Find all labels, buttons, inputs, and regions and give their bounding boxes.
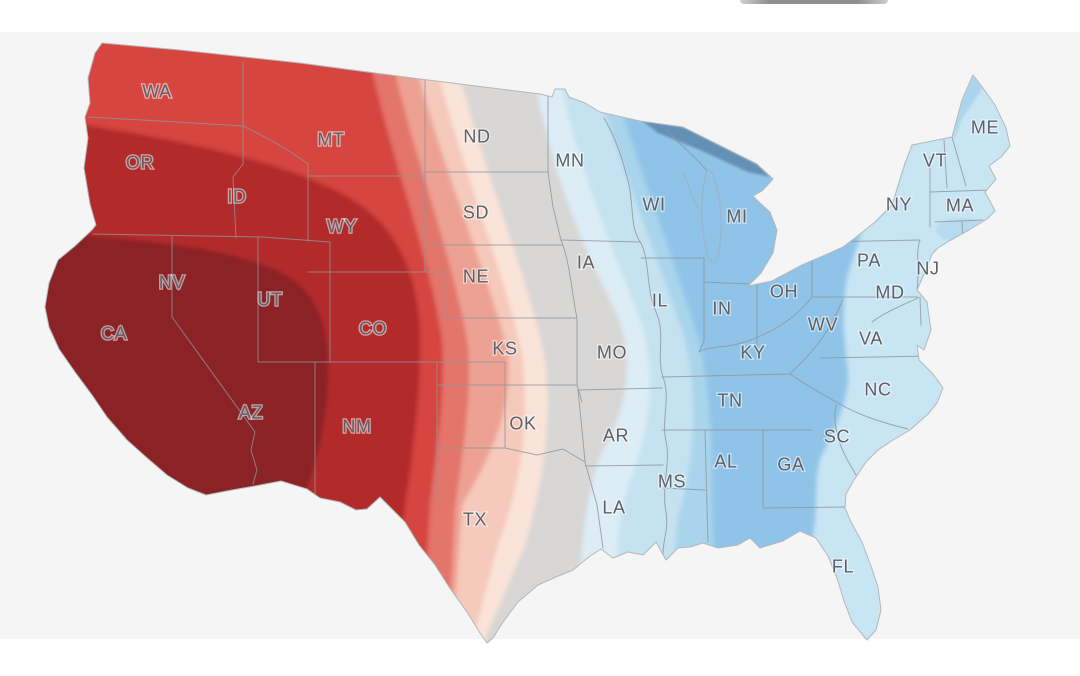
state-label-mo: MO [597, 342, 627, 362]
state-label-vt: VT [923, 150, 947, 170]
state-label-ms: MS [658, 471, 686, 491]
state-label-ky: KY [740, 342, 765, 362]
state-label-wy: WY [327, 216, 357, 236]
state-label-va: VA [859, 328, 883, 348]
state-label-ne: NE [463, 266, 489, 286]
state-label-id: ID [227, 186, 246, 206]
state-label-az: AZ [239, 402, 263, 422]
state-label-pa: PA [857, 250, 881, 270]
state-label-ga: GA [777, 454, 804, 474]
state-label-wa: WA [142, 81, 172, 101]
state-label-ma: MA [946, 195, 974, 215]
state-label-oh: OH [770, 281, 798, 301]
state-label-nd: ND [463, 126, 490, 146]
lake-superior-cold-patch [640, 119, 770, 177]
state-label-mn: MN [555, 150, 584, 170]
state-label-ny: NY [886, 194, 912, 214]
state-label-wi: WI [642, 194, 665, 214]
green-bay-shoreline [682, 171, 700, 211]
state-label-la: LA [602, 497, 625, 517]
state-label-nm: NM [342, 416, 371, 436]
state-label-al: AL [714, 451, 737, 471]
maine-north-sliver [952, 75, 983, 137]
state-label-ia: IA [577, 252, 595, 272]
state-label-fl: FL [832, 556, 854, 576]
state-label-mi: MI [726, 206, 747, 226]
state-label-in: IN [712, 298, 731, 318]
state-label-tx: TX [463, 509, 487, 529]
state-borders [87, 61, 991, 557]
cropped-ui-element-fragment[interactable] [740, 0, 888, 4]
state-label-ut: UT [257, 289, 282, 309]
state-label-sd: SD [463, 202, 489, 222]
state-label-ar: AR [603, 425, 629, 445]
state-label-nc: NC [864, 379, 891, 399]
state-label-me: ME [971, 117, 999, 137]
lake-michigan-shoreline [701, 168, 722, 263]
state-label-ca: CA [101, 323, 127, 343]
state-label-il: IL [652, 290, 668, 310]
state-label-or: OR [126, 152, 154, 172]
state-label-ks: KS [492, 338, 517, 358]
state-label-md: MD [875, 282, 904, 302]
us-coastline-outline [44, 42, 1011, 644]
state-label-tn: TN [717, 390, 742, 410]
state-label-ok: OK [509, 413, 536, 433]
state-label-sc: SC [824, 426, 850, 446]
state-label-nj: NJ [916, 258, 939, 278]
state-label-mt: MT [317, 129, 344, 149]
state-label-wv: WV [808, 314, 838, 334]
state-label-co: CO [359, 318, 387, 338]
gradient-bands [45, 43, 1010, 643]
state-labels: WA OR ID MT WY NV UT CA CO AZ NM ND SD NE KS OK TX MN IA MO… [100, 80, 1000, 578]
state-label-nv: NV [159, 272, 185, 292]
